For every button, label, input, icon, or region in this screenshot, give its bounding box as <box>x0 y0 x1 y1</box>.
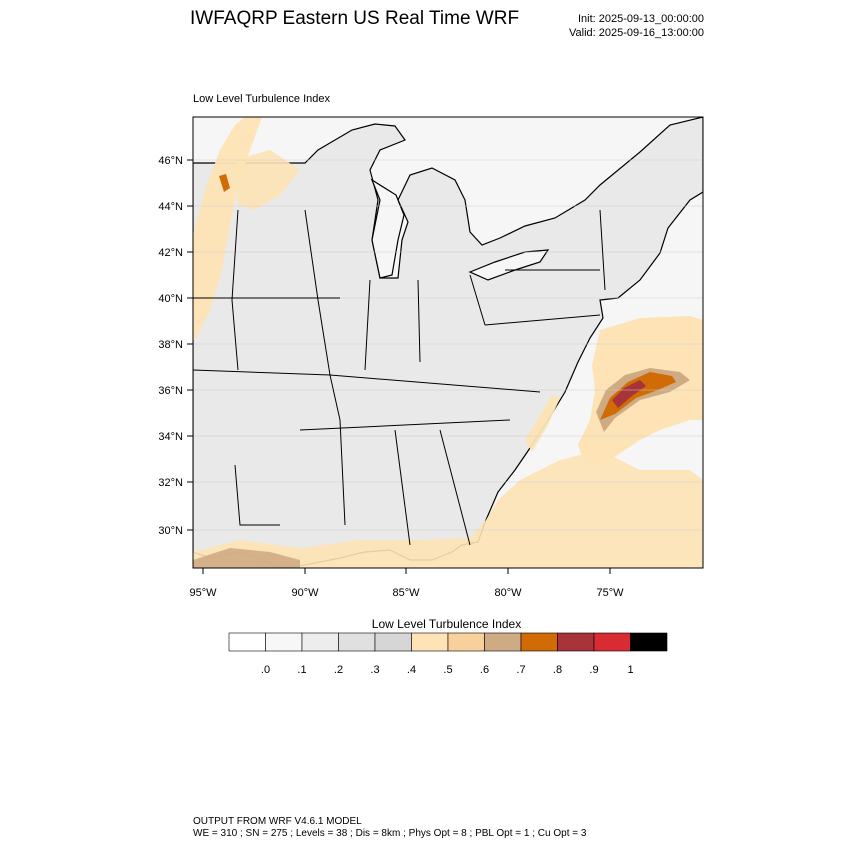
colorbar-title: Low Level Turbulence Index <box>371 617 522 631</box>
colorbar-segment <box>520 632 558 652</box>
turbulence-area-offshore-orange <box>600 372 676 420</box>
latitude-axis: 46°N 44°N 42°N 40°N 38°N 36°N 34°N 32°N 30°N <box>158 155 193 537</box>
init-time: Init: 2025-09-13_00:00:00 <box>578 13 704 25</box>
turbulence-area-gulf-dark <box>193 548 300 568</box>
colorbar-segment <box>557 632 595 652</box>
colorbar-segment <box>338 632 376 652</box>
colorbar-segment <box>374 632 412 652</box>
lon-label: 90°W <box>291 587 319 599</box>
colorbar-segment <box>411 632 449 652</box>
lat-label: 40°N <box>158 293 183 305</box>
lat-label: 32°N <box>158 477 183 489</box>
graticule <box>193 159 703 531</box>
colorbar-label: 1 <box>627 664 633 676</box>
longitude-axis: 95°W 90°W 85°W 80°W 75°W <box>189 568 624 599</box>
colorbar-label: .1 <box>297 664 306 676</box>
footer-model-line: OUTPUT FROM WRF V4.6.1 MODEL <box>193 816 362 827</box>
colorbar-segment <box>447 632 485 652</box>
turbulence-area-gulf <box>193 450 703 568</box>
colorbar: .0 .1 .2 .3 .4 .5 .6 .7 .8 .9 1 <box>228 632 668 676</box>
lat-label: 36°N <box>158 385 183 397</box>
colorbar-label: .2 <box>334 664 343 676</box>
lat-label: 42°N <box>158 247 183 259</box>
lat-label: 46°N <box>158 155 183 167</box>
turbulence-area-northwest <box>235 150 300 210</box>
colorbar-segment <box>630 632 668 652</box>
turbulence-area-west <box>193 117 262 340</box>
colorbar-segment <box>593 632 631 652</box>
colorbar-label: .3 <box>370 664 379 676</box>
colorbar-segment <box>228 632 266 652</box>
colorbar-label: .7 <box>516 664 525 676</box>
colorbar-label: .0 <box>261 664 270 676</box>
map-area <box>193 117 703 568</box>
colorbar-label: .9 <box>589 664 598 676</box>
colorbar-label: .8 <box>553 664 562 676</box>
lat-label: 44°N <box>158 201 183 213</box>
lon-label: 95°W <box>189 587 217 599</box>
colorbar-label: .6 <box>480 664 489 676</box>
colorbar-segment <box>265 632 303 652</box>
lake-erie <box>468 249 550 281</box>
lon-label: 85°W <box>392 587 420 599</box>
valid-time: Valid: 2025-09-16_13:00:00 <box>569 27 704 39</box>
map-subtitle: Low Level Turbulence Index <box>193 93 330 105</box>
map-frame <box>192 116 704 569</box>
lat-label: 38°N <box>158 339 183 351</box>
turbulence-area-west-core <box>219 174 230 192</box>
lat-label: 30°N <box>158 525 183 537</box>
colorbar-label: .5 <box>443 664 452 676</box>
footer-options-line: WE = 310 ; SN = 275 ; Levels = 38 ; Dis … <box>193 828 587 839</box>
turbulence-area-offshore-core <box>612 380 646 408</box>
state-borders <box>193 209 606 546</box>
lon-label: 80°W <box>494 587 522 599</box>
lon-label: 75°W <box>596 587 624 599</box>
lake-michigan <box>370 178 405 279</box>
colorbar-label: .4 <box>407 664 416 676</box>
lat-label: 34°N <box>158 431 183 443</box>
colorbar-segment <box>301 632 339 652</box>
page-title: IWFAQRP Eastern US Real Time WRF <box>190 8 520 29</box>
turbulence-area-carolina <box>525 395 560 452</box>
colorbar-segment <box>484 632 522 652</box>
